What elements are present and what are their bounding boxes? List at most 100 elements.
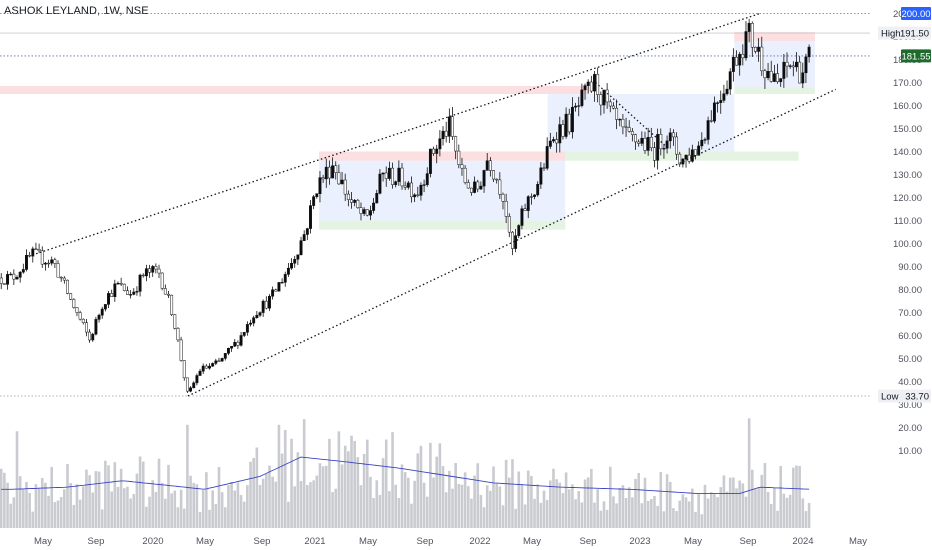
- candle-body: [567, 113, 571, 133]
- candle-body: [387, 167, 391, 179]
- volume-bar: [388, 491, 391, 528]
- candle-body: [722, 93, 726, 101]
- volume-bar: [359, 485, 363, 528]
- x-tick-label: 2020: [142, 536, 163, 547]
- price-tag-bg: [901, 49, 931, 63]
- volume-bar: [91, 492, 95, 528]
- volume-bar: [716, 497, 719, 528]
- y-tick-label: 170.00: [893, 78, 922, 89]
- candle-body: [788, 65, 792, 67]
- x-tick-label: Sep: [254, 536, 271, 547]
- candle-body: [706, 120, 710, 140]
- candle-body: [132, 291, 136, 295]
- volume-bar: [706, 498, 710, 528]
- candle-body: [533, 194, 536, 197]
- volume-bar: [356, 457, 360, 528]
- candle-body: [97, 314, 101, 320]
- volume-bar: [217, 467, 221, 528]
- volume-bar: [422, 482, 426, 528]
- volume-bar: [656, 505, 659, 528]
- candle-body: [375, 193, 379, 204]
- candle-body: [570, 106, 574, 133]
- candle-body: [59, 276, 63, 279]
- candle-body: [586, 81, 590, 86]
- volume-bar: [621, 485, 625, 528]
- volume-bar: [182, 508, 186, 528]
- x-tick-label: May: [684, 536, 702, 547]
- volume-bar: [508, 477, 511, 528]
- y-tick-label: 130.00: [893, 170, 922, 181]
- candle-body: [561, 124, 565, 137]
- candle-body: [81, 318, 85, 323]
- candle-body: [754, 46, 757, 52]
- candle-body: [656, 134, 660, 161]
- candle-body: [779, 78, 783, 83]
- candle-body: [192, 382, 196, 389]
- candle-body: [220, 358, 224, 362]
- volume-bar: [274, 481, 278, 528]
- candle-body: [47, 262, 51, 265]
- candle-body: [66, 279, 69, 294]
- candle-body: [236, 342, 240, 346]
- trendline: [594, 82, 668, 148]
- y-tick-label: 160.00: [893, 101, 922, 112]
- y-tick-label: 80.00: [898, 285, 922, 296]
- volume-bar: [271, 476, 274, 528]
- volume-bar: [135, 473, 139, 528]
- volume-bar: [744, 496, 748, 528]
- candle-body: [526, 196, 530, 211]
- volume-bar: [0, 468, 3, 528]
- candle-body: [283, 274, 287, 283]
- candle-body: [255, 314, 259, 318]
- volume-bar: [605, 509, 609, 528]
- candle-body: [589, 81, 593, 92]
- candle-body: [217, 360, 221, 362]
- volume-bar: [145, 506, 148, 528]
- candle-body: [34, 248, 38, 250]
- volume-bar: [195, 484, 199, 528]
- volume-bar: [785, 497, 789, 528]
- candle-body: [504, 201, 508, 217]
- volume-bar: [608, 466, 612, 528]
- candle-body: [542, 167, 546, 169]
- candle-body: [539, 167, 543, 185]
- candle-body: [400, 167, 404, 187]
- volume-bar: [362, 453, 366, 528]
- candle-body: [744, 31, 748, 59]
- volume-bar: [265, 473, 268, 528]
- volume-bar: [372, 498, 375, 528]
- volume-bar: [337, 431, 341, 528]
- volume-bar: [375, 480, 379, 528]
- candle-body: [495, 178, 499, 181]
- candle-body: [697, 145, 701, 156]
- volume-bar: [542, 490, 546, 528]
- volume-bar: [75, 484, 79, 528]
- volume-bar: [365, 439, 369, 528]
- volume-bar: [309, 482, 312, 528]
- volume-bar: [691, 488, 694, 528]
- volume-bar: [94, 471, 98, 528]
- candle-body: [776, 73, 779, 83]
- volume-bar: [631, 497, 634, 528]
- volume-bar: [391, 432, 394, 528]
- candle-body: [12, 273, 16, 280]
- candle-body: [653, 147, 656, 161]
- candle-body: [204, 365, 208, 369]
- volume-bar: [599, 510, 603, 528]
- volume-bar: [763, 463, 767, 528]
- candle-body: [381, 172, 385, 175]
- candle-body: [410, 182, 413, 198]
- candle-body: [646, 136, 650, 151]
- candle-body: [75, 307, 79, 313]
- candle-body: [100, 308, 104, 316]
- volume-bar: [123, 488, 126, 528]
- volume-bar: [381, 458, 385, 528]
- volume-bar: [72, 504, 76, 528]
- x-tick-label: 2023: [629, 536, 650, 547]
- x-tick-label: 2024: [792, 536, 813, 547]
- volume-bar: [728, 477, 732, 528]
- price-tag-label: 191.50: [900, 29, 929, 40]
- candle-body: [716, 102, 720, 104]
- volume-bar: [413, 480, 416, 528]
